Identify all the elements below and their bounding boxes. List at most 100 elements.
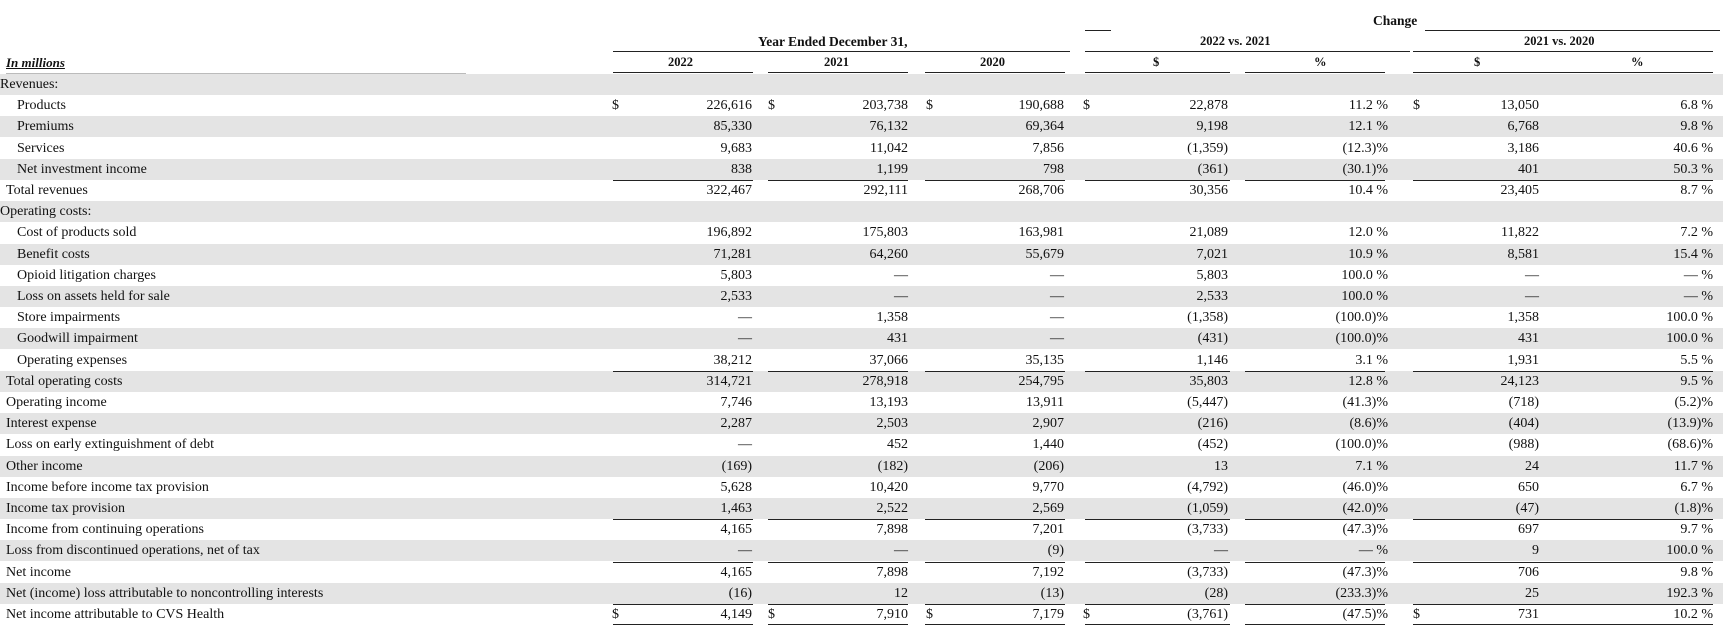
row-label: Products	[17, 98, 66, 114]
cell-value: 13,911	[1026, 395, 1064, 410]
row-label: Interest expense	[6, 416, 97, 432]
subtotal-rule	[925, 370, 1065, 372]
cell-value: 163,981	[1018, 225, 1065, 241]
cell-value: 5,803	[1196, 267, 1229, 283]
cell-value: 203,738	[862, 98, 909, 114]
cell-value: 798	[1043, 161, 1064, 177]
cell-value: 4,149	[720, 607, 753, 622]
subtotal-rule	[1085, 370, 1230, 372]
currency-symbol: $	[926, 98, 933, 114]
cell-value: (41.3)%	[1342, 395, 1389, 410]
subtotal-rule	[613, 561, 753, 563]
cell-value: 100.0 %	[1341, 289, 1388, 304]
cell-value: 10.4 %	[1348, 183, 1388, 198]
cell-value: — %	[1358, 543, 1388, 559]
subtotal-rule	[768, 561, 908, 563]
col-2022-header: 2022	[668, 55, 693, 69]
compare-2022-2021-header: 2022 vs. 2021	[1200, 34, 1271, 48]
cell-value: (68.6)%	[1667, 437, 1714, 453]
cell-value: 226,616	[706, 98, 753, 114]
cell-value: 196,892	[706, 225, 753, 241]
cell-value: (100.0)%	[1335, 331, 1389, 347]
cell-value: (47.3)%	[1342, 564, 1389, 580]
cell-value: (13.9)%	[1667, 416, 1714, 432]
subtotal-rule	[1558, 561, 1713, 563]
col-2020-header: 2020	[980, 55, 1005, 69]
cell-value: (1,359)	[1187, 140, 1228, 156]
currency-symbol: $	[1083, 607, 1090, 622]
table-row: Net income 4,165 7,898 7,192 (3,733) (47.3)% 7…	[0, 562, 1723, 583]
cell-value: (3,733)	[1187, 522, 1228, 538]
table-row: Total revenues 322,467 292,111 268,706 30,35…	[0, 180, 1723, 201]
currency-symbol: $	[612, 98, 619, 114]
final-total-rule	[768, 624, 908, 626]
cell-value: 21,089	[1189, 225, 1229, 241]
cell-value: —	[1050, 310, 1064, 326]
cell-value: (216)	[1197, 416, 1228, 432]
cell-value: 1,146	[1196, 352, 1229, 368]
row-label: Services	[17, 140, 65, 156]
cell-value: 2,533	[1196, 289, 1229, 304]
cell-value: —	[1214, 543, 1228, 559]
row-label: Benefit costs	[17, 246, 90, 262]
cell-value: 2,533	[720, 289, 753, 304]
cell-value: 13,193	[869, 395, 909, 410]
cell-value: (452)	[1197, 437, 1228, 453]
dollar-2022-rule	[1085, 72, 1230, 73]
cell-value: (42.0)%	[1342, 501, 1389, 516]
row-label: Operating income	[6, 395, 107, 410]
pct-change-2022-header: %	[1314, 55, 1327, 69]
cell-value: 7,898	[876, 522, 909, 538]
cell-value: 2,503	[876, 416, 909, 432]
cell-value: 55,679	[1025, 246, 1065, 262]
cell-value: 71,281	[713, 246, 753, 262]
cell-value: 9,683	[720, 140, 753, 156]
table-row: Benefit costs 71,281 64,260 55,679 7,021 10.9…	[0, 243, 1723, 265]
year-ended-header: Year Ended December 31,	[758, 34, 908, 49]
cell-value: 10.2 %	[1673, 607, 1713, 622]
cell-value: 50.3 %	[1673, 161, 1713, 177]
cell-value: 9.8 %	[1680, 564, 1713, 580]
cell-value: (12.3)%	[1342, 140, 1389, 156]
cell-value: 24,123	[1500, 373, 1540, 389]
currency-symbol: $	[1083, 98, 1090, 114]
table-row: Loss from discontinued operations, net o…	[0, 540, 1723, 562]
cell-value: 7,898	[876, 564, 909, 580]
table-row: Operating income 7,746 13,193 13,911 (5,447)…	[0, 392, 1723, 413]
table-row: Products $ $ $ $ $226,616 203,738 190,688 22,878…	[0, 95, 1723, 116]
year-ended-rule	[613, 51, 1070, 52]
currency-symbol: $	[926, 607, 933, 622]
cell-value: —	[738, 543, 752, 559]
pct-2022-rule	[1245, 72, 1385, 73]
cell-value: (988)	[1508, 437, 1539, 453]
table-row: Loss on assets held for sale 2,533 — — 2,533…	[0, 286, 1723, 307]
cell-value: 100.0 %	[1666, 310, 1713, 326]
cell-value: —	[1525, 267, 1539, 283]
cell-value: 10,420	[869, 479, 909, 495]
cell-value: 452	[887, 437, 908, 453]
cell-value: 292,111	[863, 183, 908, 198]
cell-value: 278,918	[862, 373, 909, 389]
cell-value: (206)	[1033, 458, 1064, 474]
cell-value: (100.0)%	[1335, 310, 1389, 326]
cell-value: (718)	[1508, 395, 1539, 410]
cell-value: (404)	[1508, 416, 1539, 432]
table-row: Loss on early extinguishment of debt — 452…	[0, 434, 1723, 455]
cell-value: —	[1050, 267, 1064, 283]
cell-value: 64,260	[869, 246, 909, 262]
cell-value: 100.0 %	[1341, 267, 1388, 283]
table-row: Other income (169) (182) (206) 13 7.1 % 24 11.7…	[0, 455, 1723, 477]
cell-value: 12.1 %	[1348, 119, 1388, 135]
row-label: Income from continuing operations	[6, 522, 204, 538]
cell-value: 8.7 %	[1680, 183, 1713, 198]
cell-value: —	[1050, 331, 1064, 347]
cell-value: 9.5 %	[1680, 373, 1713, 389]
cell-value: 731	[1518, 607, 1539, 622]
row-label: Net (income) loss attributable to noncon…	[6, 585, 324, 601]
cell-value: 7,201	[1032, 522, 1065, 538]
cell-value: 10.9 %	[1348, 246, 1388, 262]
table-row: Services 9,683 11,042 7,856 (1,359) (12.3)% 3,…	[0, 138, 1723, 159]
cell-value: 76,132	[869, 119, 909, 135]
subtotal-rule	[613, 519, 753, 521]
